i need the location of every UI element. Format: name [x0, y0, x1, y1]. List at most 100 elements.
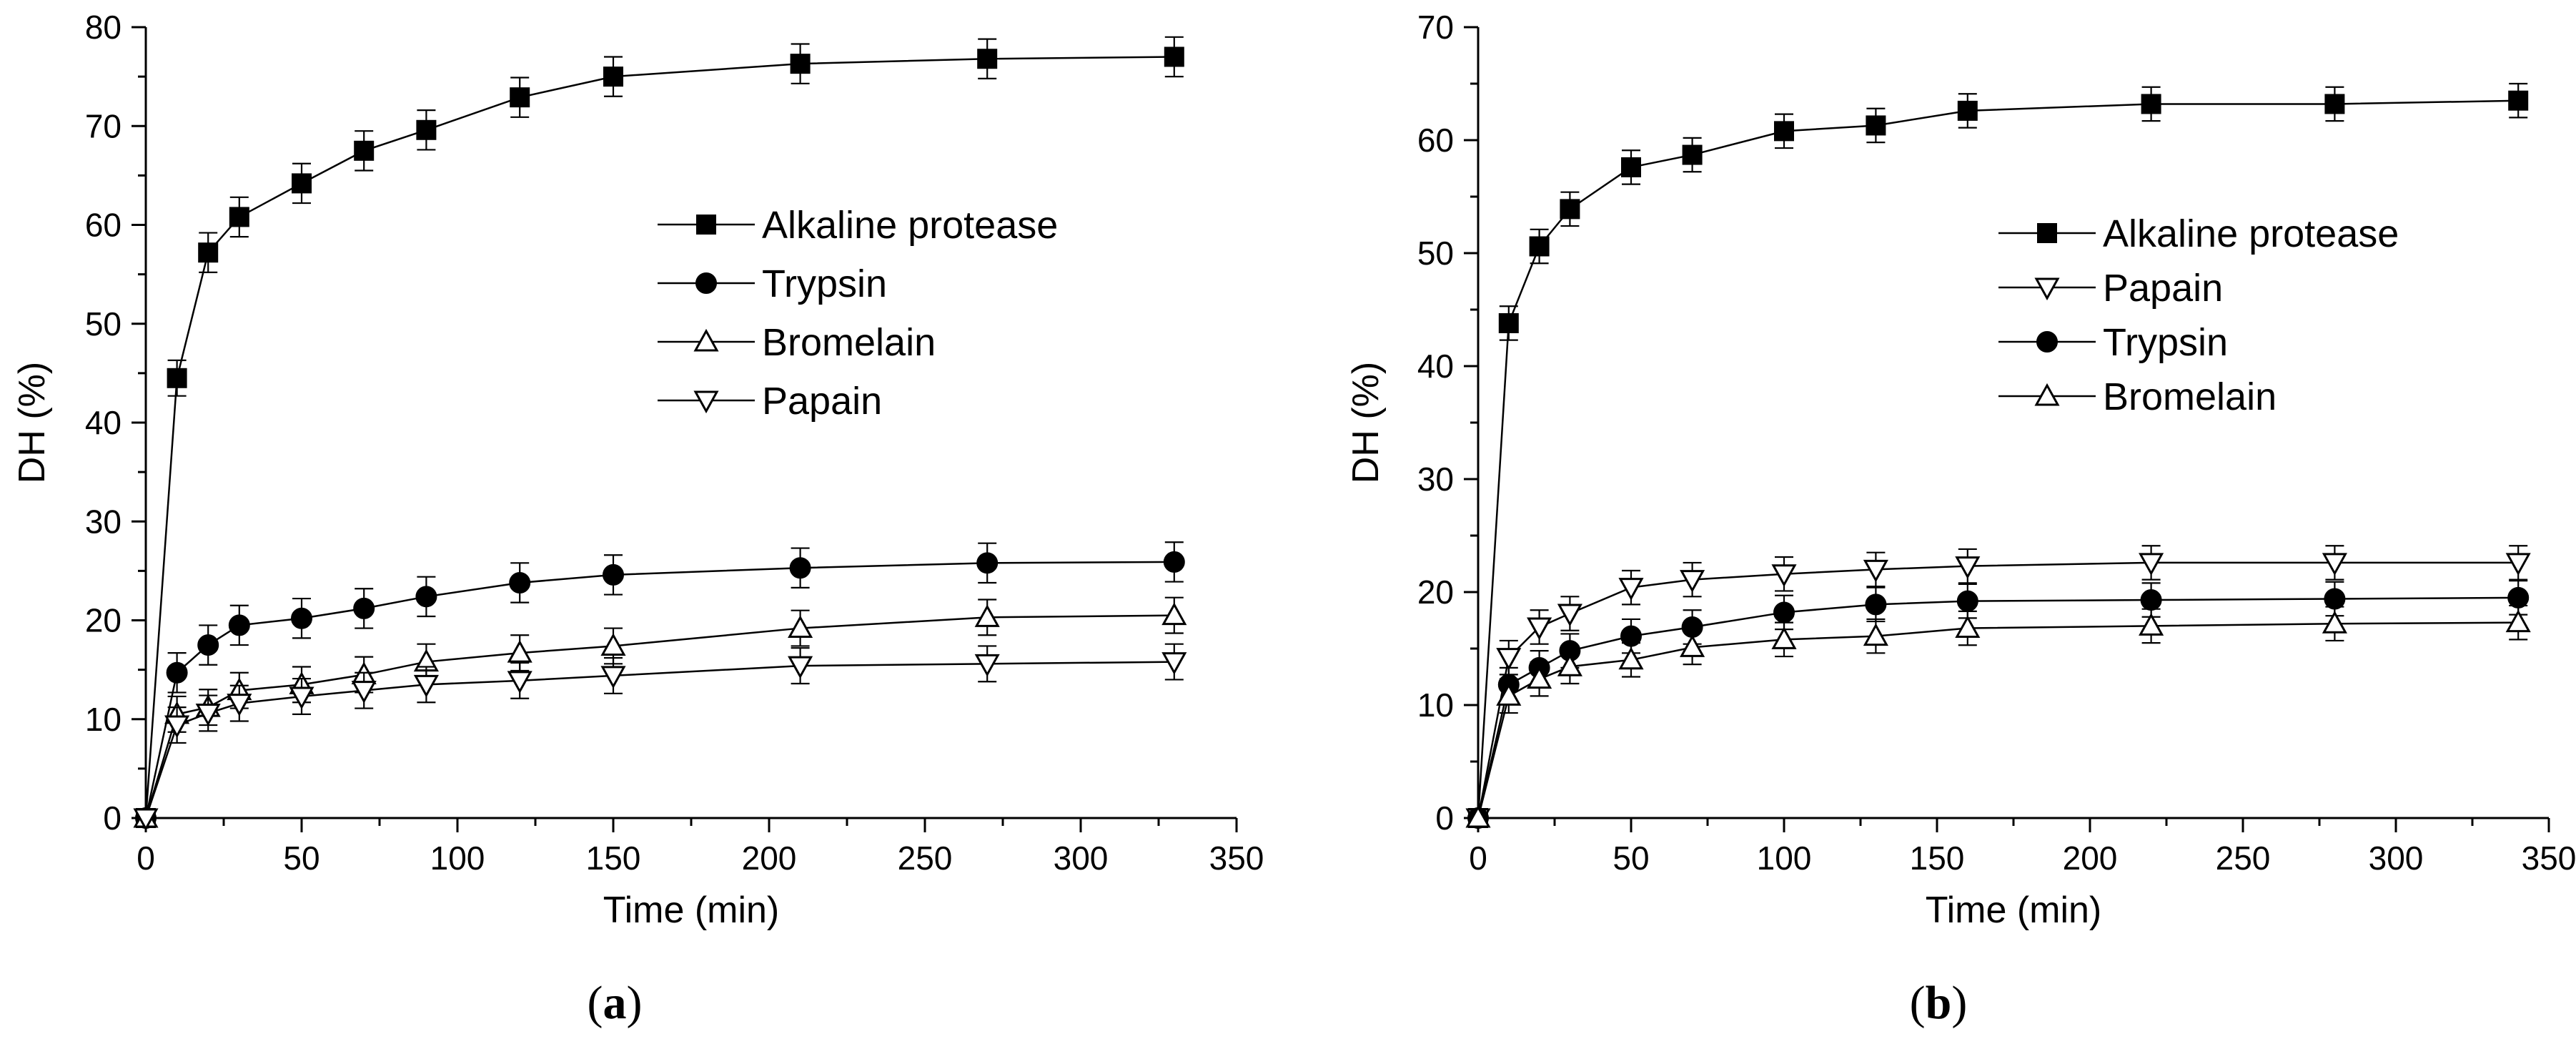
- y-tick-label: 50: [1417, 235, 1454, 272]
- data-point: [976, 552, 999, 574]
- data-point: [1771, 626, 1797, 649]
- data-point: [164, 715, 190, 739]
- data-point: [788, 656, 813, 679]
- data-point: [229, 207, 249, 227]
- y-tick-label: 30: [85, 503, 122, 540]
- data-point: [2322, 611, 2347, 634]
- data-point: [2324, 94, 2345, 114]
- data-point: [1771, 564, 1797, 587]
- panel-label-open-paren: (: [588, 977, 603, 1029]
- x-tick-label: 250: [898, 839, 953, 877]
- legend-item: Papain: [1998, 267, 2223, 310]
- series-line: [1477, 99, 2519, 819]
- data-point: [416, 119, 437, 140]
- data-point: [1163, 551, 1185, 573]
- series-line: [1477, 561, 2519, 819]
- legend-label: Alkaline protease: [2103, 212, 2399, 255]
- data-point: [603, 67, 623, 87]
- legend-item: Alkaline protease: [1998, 212, 2399, 255]
- x-tick-label: 0: [137, 839, 155, 877]
- y-tick-label: 20: [85, 602, 122, 639]
- series-alkaline-protease: [136, 36, 1184, 828]
- data-point: [1680, 570, 1705, 593]
- data-point: [291, 607, 312, 629]
- y-tick-label: 10: [1417, 686, 1454, 724]
- legend-marker: [2036, 331, 2058, 353]
- data-point: [1557, 654, 1582, 676]
- data-point: [1955, 556, 1981, 579]
- data-point: [292, 173, 312, 194]
- data-point: [166, 661, 188, 684]
- data-point: [600, 633, 626, 656]
- series-line: [1477, 621, 2519, 819]
- data-point: [974, 654, 1000, 677]
- legend-label: Papain: [762, 380, 882, 423]
- series-papain: [1465, 545, 2531, 832]
- x-tick-label: 100: [1757, 839, 1812, 877]
- legend-marker: [2034, 277, 2060, 301]
- data-point: [2140, 589, 2162, 611]
- legend-marker: [693, 328, 719, 352]
- data-point: [2322, 553, 2347, 576]
- x-tick-label: 100: [430, 839, 485, 877]
- y-tick-label: 70: [1417, 9, 1454, 46]
- x-tick-label: 50: [283, 839, 319, 877]
- data-point: [1955, 615, 1981, 639]
- panel-label: (b): [1910, 977, 1968, 1029]
- x-axis-title: Time (min): [1926, 890, 2102, 931]
- data-point: [1498, 312, 1519, 333]
- legend: Alkaline protease Trypsin Bromelain Papain: [658, 204, 1058, 423]
- y-tick-label: 10: [85, 701, 122, 738]
- legend-item: Bromelain: [658, 321, 936, 364]
- data-point: [1957, 100, 1978, 121]
- series-trypsin: [135, 541, 1185, 829]
- legend-marker: [2034, 383, 2060, 406]
- data-point: [1774, 121, 1794, 142]
- data-point: [1865, 594, 1887, 616]
- legend-label: Papain: [2103, 267, 2223, 310]
- legend-marker: [696, 215, 716, 235]
- y-tick-label: 60: [85, 207, 122, 244]
- data-point: [974, 604, 1000, 627]
- data-point: [1496, 648, 1522, 671]
- data-point: [1618, 646, 1644, 670]
- legend-label: Trypsin: [2103, 321, 2228, 364]
- data-point: [507, 640, 532, 663]
- data-point: [1161, 652, 1187, 675]
- y-tick-label: 0: [103, 799, 122, 837]
- x-tick-label: 350: [1209, 839, 1264, 877]
- legend-item: Alkaline protease: [658, 204, 1058, 247]
- data-point: [2508, 90, 2529, 111]
- data-point: [1465, 804, 1491, 828]
- data-point: [1773, 601, 1795, 624]
- data-point: [2141, 94, 2161, 114]
- data-point: [413, 674, 439, 698]
- data-point: [790, 54, 811, 74]
- data-point: [977, 49, 998, 69]
- data-point: [600, 666, 626, 689]
- data-point: [1560, 199, 1580, 220]
- panel-label-open-paren: (: [1910, 977, 1926, 1029]
- data-point: [354, 140, 375, 161]
- legend-label: Alkaline protease: [762, 204, 1058, 247]
- data-point: [351, 681, 377, 704]
- data-point: [788, 615, 813, 639]
- data-point: [510, 87, 530, 108]
- legend-marker: [695, 272, 717, 294]
- data-point: [1527, 666, 1552, 689]
- y-tick-label: 50: [85, 305, 122, 343]
- data-point: [167, 368, 187, 388]
- x-tick-label: 150: [1910, 839, 1965, 877]
- y-tick-label: 30: [1417, 460, 1454, 498]
- series-line: [144, 56, 1174, 819]
- data-point: [195, 703, 221, 727]
- legend-item: Papain: [658, 380, 882, 423]
- panel-label: (a): [588, 977, 643, 1029]
- data-point: [1863, 559, 1888, 583]
- data-point: [1866, 115, 1886, 136]
- data-point: [2139, 553, 2164, 576]
- y-tick-label: 20: [1417, 573, 1454, 611]
- data-point: [289, 686, 314, 710]
- data-point: [509, 571, 531, 594]
